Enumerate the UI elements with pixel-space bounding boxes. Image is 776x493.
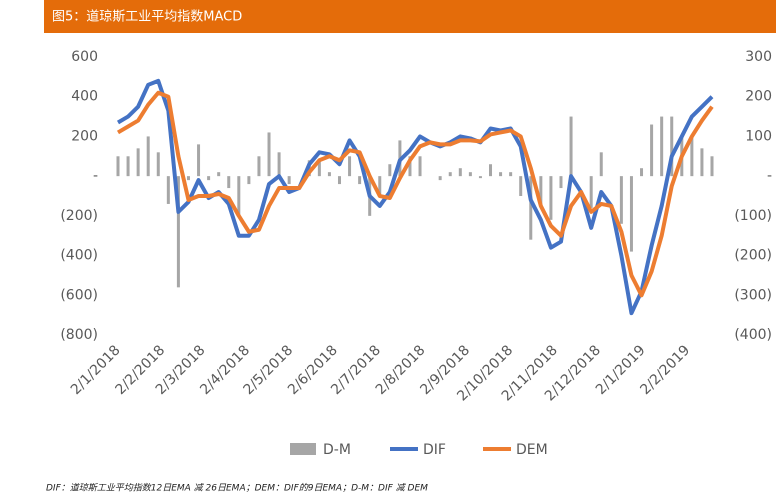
y-tick-label: - xyxy=(93,168,98,184)
bar xyxy=(589,176,593,208)
y2-tick-label: (200) xyxy=(734,248,772,264)
bar xyxy=(287,176,291,185)
y2-tick-label: 300 xyxy=(745,49,772,65)
bar xyxy=(700,148,704,177)
bar xyxy=(448,172,452,177)
bar xyxy=(348,156,352,177)
bar xyxy=(499,172,503,177)
bar xyxy=(418,156,422,177)
bar xyxy=(549,176,553,220)
bar xyxy=(478,176,482,179)
y-tick-label: (400) xyxy=(60,248,98,264)
bar xyxy=(378,176,382,196)
footnote: DIF：道琼斯工业平均指数12日EMA 减 26日EMA；DEM：DIF的9日E… xyxy=(46,483,428,493)
bar xyxy=(660,116,664,177)
bar xyxy=(156,152,160,177)
bar xyxy=(408,156,412,177)
bar xyxy=(468,172,472,177)
bar xyxy=(227,176,231,189)
bar xyxy=(438,176,442,181)
bar xyxy=(629,176,633,252)
bar xyxy=(519,176,523,196)
bar xyxy=(327,172,331,177)
bar xyxy=(247,176,251,185)
y2-tick-label: - xyxy=(767,168,772,184)
bar xyxy=(317,160,321,177)
header-bar xyxy=(44,0,776,33)
bar xyxy=(136,148,140,177)
chart-title: 图5：道琼斯工业平均指数MACD xyxy=(52,10,242,25)
y-tick-label: 600 xyxy=(71,49,98,65)
bar xyxy=(650,124,654,177)
bar xyxy=(277,152,281,177)
bar xyxy=(619,176,623,224)
bar xyxy=(690,136,694,177)
legend-label: D-M xyxy=(323,442,351,458)
bar xyxy=(710,156,714,177)
bar xyxy=(237,176,241,216)
bar xyxy=(640,168,644,177)
bar xyxy=(207,176,211,181)
y2-tick-label: (300) xyxy=(734,287,772,303)
bar xyxy=(166,176,170,204)
y-tick-label: (600) xyxy=(60,287,98,303)
y-tick-label: (200) xyxy=(60,208,98,224)
bar xyxy=(358,176,362,185)
x-tick-label: 2/2/2019 xyxy=(637,342,693,398)
bar xyxy=(176,176,180,288)
bar xyxy=(116,156,120,177)
bar xyxy=(529,176,533,240)
bar xyxy=(489,164,493,177)
y-tick-label: 400 xyxy=(71,89,98,105)
bar xyxy=(388,164,392,177)
bar xyxy=(337,176,341,185)
bar xyxy=(186,176,190,181)
y-tick-label: 200 xyxy=(71,128,98,144)
y2-tick-label: (100) xyxy=(734,208,772,224)
bar xyxy=(217,172,221,177)
y2-tick-label: 100 xyxy=(745,128,772,144)
bar xyxy=(458,168,462,177)
bar xyxy=(197,144,201,177)
bar xyxy=(569,116,573,177)
bar xyxy=(126,156,130,177)
bar xyxy=(599,152,603,177)
legend-swatch xyxy=(290,443,316,455)
bar xyxy=(257,156,261,177)
bar xyxy=(267,132,271,177)
bar xyxy=(509,172,513,177)
legend-label: DEM xyxy=(516,442,548,458)
bar xyxy=(146,136,150,177)
bar xyxy=(559,176,563,189)
bar xyxy=(539,176,543,204)
legend-label: DIF xyxy=(423,442,446,458)
y2-tick-label: (400) xyxy=(734,327,772,343)
line xyxy=(116,90,714,298)
y-tick-label: (800) xyxy=(60,327,98,343)
bar xyxy=(670,116,674,177)
y2-tick-label: 200 xyxy=(745,89,772,105)
